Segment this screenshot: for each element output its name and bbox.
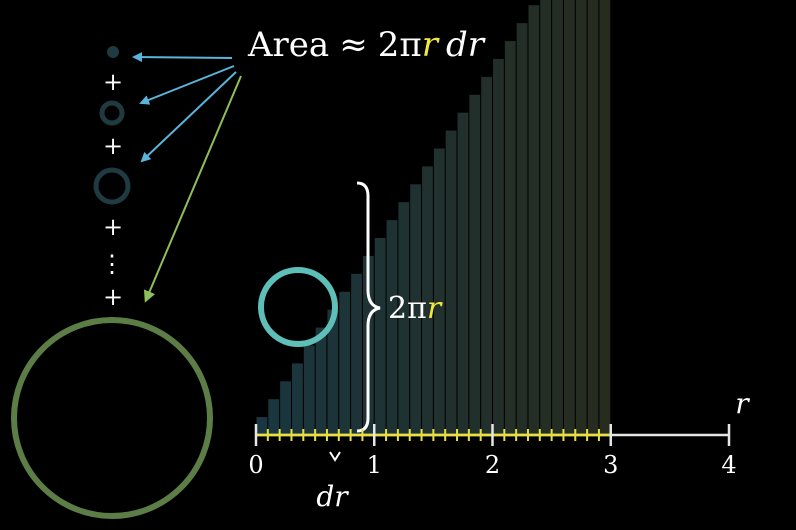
axis-variable-label: r (735, 387, 750, 420)
ring-strip (280, 381, 291, 435)
arrow-to-dot (132, 52, 233, 63)
ring-strip (291, 363, 303, 435)
tick-label: 4 (721, 451, 736, 479)
area-formula: Area ≈2πr dr (247, 25, 486, 65)
arrow-to-medium-ring (140, 71, 237, 163)
ring-strip (575, 0, 587, 435)
ring-strip (563, 0, 575, 435)
ring-strip (268, 399, 280, 435)
arrow-to-large-ring (143, 75, 242, 303)
ring-strip (256, 417, 268, 435)
unrolled-ring-strips (256, 0, 611, 436)
ring-strip (315, 327, 327, 435)
ring-strip (445, 130, 457, 436)
ring-strip (599, 0, 611, 435)
brace-label: 2πr (388, 291, 443, 326)
ring-strip (504, 41, 516, 435)
dr-label: dr (316, 480, 349, 513)
tick-label: 2 (485, 451, 500, 479)
ring-strip (528, 5, 540, 435)
ring-strip (493, 58, 504, 436)
ring-strip (327, 309, 339, 435)
large-ring (11, 317, 213, 519)
arrow-to-small-ring (139, 65, 235, 105)
ring-strip (516, 23, 528, 435)
ring-strip (552, 0, 563, 435)
tick-label: 0 (248, 451, 263, 479)
small-ring (99, 100, 125, 126)
ring-strip (398, 202, 410, 435)
dr-pointer (329, 451, 341, 462)
ring-strip (481, 76, 492, 436)
curly-brace (356, 181, 381, 433)
ring-strip (351, 273, 362, 435)
approx-symbol: ≈ (339, 25, 368, 65)
ring-strip (374, 238, 386, 435)
brace-r: r (427, 291, 443, 326)
vertical-ellipsis: ⋮ (100, 250, 124, 278)
ring-strip (469, 94, 481, 436)
formula-r: r (422, 25, 440, 65)
formula-dr: dr (446, 25, 486, 65)
ring-strip (587, 0, 599, 435)
medium-ring (93, 167, 131, 205)
ring-strip (410, 184, 422, 435)
ring-strip (540, 0, 552, 435)
plus-sign-1: + (103, 68, 123, 96)
ring-strip (303, 345, 315, 435)
ring-strip (386, 220, 398, 435)
ring-strip (422, 166, 433, 435)
tick-label: 1 (367, 451, 382, 479)
brace-two-pi: 2π (388, 291, 427, 326)
two-pi: 2π (378, 25, 422, 65)
tick-label: 3 (603, 451, 618, 479)
plus-sign-2: + (103, 132, 123, 160)
ring-strip (339, 291, 351, 435)
major-ticks: 0 1 2 3 4 (248, 424, 737, 479)
area-word: Area (247, 25, 329, 65)
ring-strip (433, 148, 445, 435)
plus-sign-3: + (103, 213, 123, 241)
plus-sign-4: + (103, 283, 123, 311)
r-axis: 0 1 2 3 4 r dr (248, 387, 750, 513)
ring-strip (457, 112, 469, 435)
dr-minor-ticks (256, 429, 611, 441)
highlighted-ring (258, 267, 338, 347)
tiny-dot-ring (107, 46, 119, 58)
